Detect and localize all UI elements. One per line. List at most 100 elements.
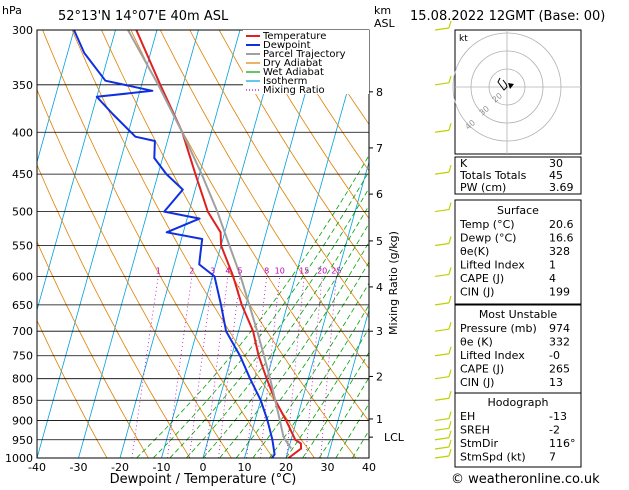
hodograph-unit-label: kt: [459, 34, 468, 44]
wind-barb: [435, 322, 451, 331]
mixing-ratio-label: 5: [238, 266, 243, 275]
wind-barb: [435, 421, 451, 430]
pressure-tick-label: 900: [12, 415, 33, 428]
index-hodograph-label: StmSpd (kt): [460, 451, 526, 464]
km-tick-label: 7: [376, 142, 383, 155]
index-unstable-label: Pressure (mb): [460, 322, 537, 335]
temperature-tick-label: -40: [28, 461, 46, 474]
mixing-ratio-label: 20: [317, 266, 327, 275]
index-unstable-label: Lifted Index: [460, 349, 525, 362]
pressure-tick-label: 600: [12, 270, 33, 283]
km-tick-label: 5: [376, 235, 383, 248]
mixing-ratio-axis-title: Mixing Ratio (g/kg): [387, 231, 400, 335]
wind-barb: [435, 449, 451, 458]
km-tick-label: 8: [376, 86, 383, 99]
hodograph: kt 20 30 40: [453, 30, 581, 154]
index-hodograph-label: SREH: [460, 424, 490, 437]
km-tick-label: 2: [376, 370, 383, 383]
mixing-ratio-label: 4: [225, 266, 230, 275]
km-tick-label: 4: [376, 281, 383, 294]
pressure-tick-label: 750: [12, 350, 33, 363]
dry-adiabat-line: [602, 30, 629, 458]
index-surface-value: 4: [549, 272, 556, 285]
mixing-ratio-label: 8: [264, 266, 269, 275]
dry-adiabat-line: [43, 30, 273, 458]
index-unstable-label: CAPE (J): [460, 363, 504, 376]
pressure-tick-label: 350: [12, 79, 33, 92]
index-surface-label: θe(K): [460, 245, 489, 258]
legend-label-mixing-ratio: Mixing Ratio: [263, 85, 325, 96]
index-unstable-value: 265: [549, 363, 570, 376]
pressure-tick-label: 300: [12, 24, 33, 37]
index-surface-label: CAPE (J): [460, 272, 504, 285]
wind-barb: [435, 347, 451, 356]
legend: Temperature Dewpoint Parcel Trajectory D…: [243, 30, 369, 96]
copyright-footer: © weatheronline.co.uk: [451, 472, 600, 486]
index-surface-label: Lifted Index: [460, 259, 525, 272]
temperature-tick-label: -30: [70, 461, 88, 474]
mixing-ratio-line: [206, 276, 228, 458]
index-unstable-value: 13: [549, 376, 563, 389]
pressure-tick-label: 400: [12, 126, 33, 139]
temperature-tick-label: 40: [362, 461, 376, 474]
wind-barb: [435, 123, 451, 132]
dry-adiabat-line: [190, 30, 481, 458]
index-hodograph-label: EH: [460, 410, 475, 423]
wind-barb: [435, 431, 451, 440]
index-surface-label: CIN (J): [460, 286, 494, 299]
hodograph-frame: [455, 30, 581, 154]
surface-section-title: Surface: [497, 204, 539, 217]
pressure-unit-label: hPa: [2, 4, 22, 17]
km-unit-label: km: [374, 4, 391, 17]
pressure-tick-label: 500: [12, 206, 33, 219]
km-tick-label: 6: [376, 188, 383, 201]
index-hodograph-label: StmDir: [460, 437, 499, 450]
index-surface-value: 328: [549, 245, 570, 258]
index-surface-value: 199: [549, 286, 570, 299]
mixing-ratio-label: 15: [299, 266, 309, 275]
wind-barb: [435, 370, 451, 379]
mixing-ratio-line: [167, 276, 191, 458]
index-unstable-value: -0: [549, 349, 560, 362]
index-hodograph-value: 116°: [549, 437, 576, 450]
wet-adiabat-line: [203, 30, 475, 458]
index-surface-value: 16.6: [549, 232, 574, 245]
index-surface-label: Dewp (°C): [460, 232, 516, 245]
wind-barb: [435, 267, 451, 276]
pressure-tick-label: 800: [12, 373, 33, 386]
wind-barb: [435, 165, 451, 174]
mixing-ratio-line: [189, 276, 212, 458]
isotherm-line: [79, 30, 199, 458]
pressure-tick-label: 700: [12, 325, 33, 338]
km-tick-label: 1: [376, 413, 383, 426]
index-unstable-value: 974: [549, 322, 570, 335]
index-basic-value: 3.69: [549, 181, 574, 194]
wind-barb: [435, 76, 451, 85]
mixing-ratio-label: 1: [156, 266, 161, 275]
km-tick-label: 3: [376, 325, 383, 338]
index-unstable-label: CIN (J): [460, 376, 494, 389]
wind-barb: [435, 203, 451, 212]
index-surface-value: 1: [549, 259, 556, 272]
most-unstable-section-title: Most Unstable: [479, 308, 558, 321]
isotherm-line: [37, 30, 157, 458]
mixing-ratio-label: 2: [189, 266, 194, 275]
wind-barbs: [435, 21, 451, 458]
index-unstable-label: θe (K): [460, 336, 493, 349]
pressure-tick-label: 950: [12, 434, 33, 447]
pressure-tick-label: 450: [12, 168, 33, 181]
asl-unit-label: ASL: [374, 17, 396, 30]
mixing-ratio-label: 25: [331, 266, 341, 275]
pressure-tick-label: 850: [12, 394, 33, 407]
pressure-tick-label: 650: [12, 299, 33, 312]
index-basic-label: PW (cm): [460, 181, 506, 194]
temperature-tick-label: 30: [321, 461, 335, 474]
wind-barb: [435, 412, 451, 421]
wind-barb: [435, 391, 451, 400]
index-surface-value: 20.6: [549, 218, 574, 231]
wind-barb: [435, 236, 451, 245]
mixing-ratio-line: [321, 276, 337, 458]
